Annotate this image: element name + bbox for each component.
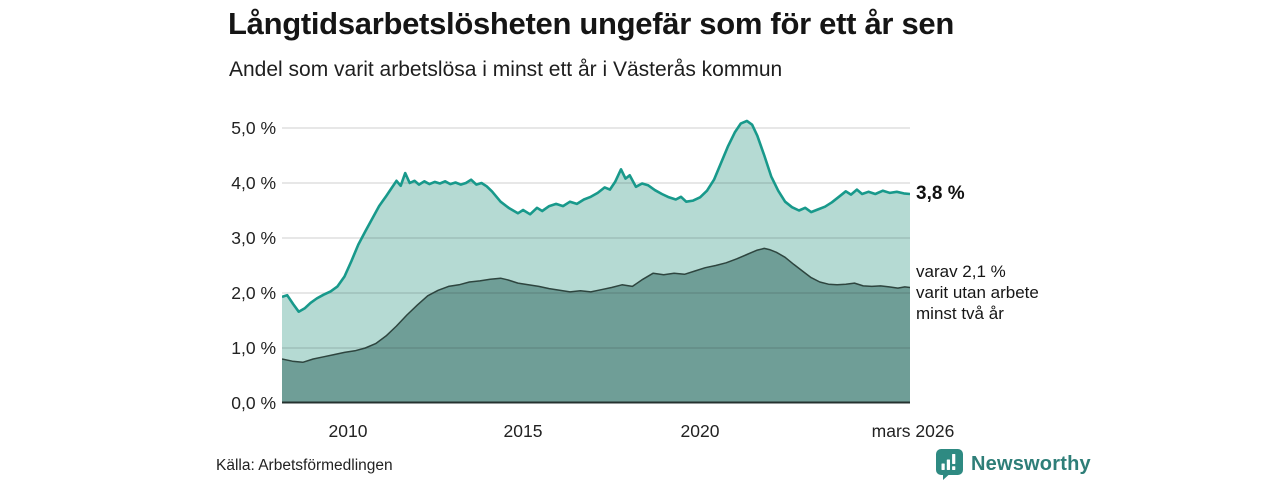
y-tick-label: 0,0 % [231, 393, 276, 413]
source-caption: Källa: Arbetsförmedlingen [216, 457, 393, 474]
page-title: Långtidsarbetslösheten ungefär som för e… [228, 6, 955, 41]
newsworthy-wordmark: Newsworthy [971, 453, 1091, 475]
y-tick-label: 4,0 % [231, 173, 276, 193]
subset-annotation: varav 2,1 % varit utan arbete minst två … [916, 261, 1039, 324]
x-tick-label: 2020 [680, 421, 720, 441]
y-tick-label: 1,0 % [231, 338, 276, 358]
plot-area [282, 105, 910, 405]
y-tick-label: 2,0 % [231, 283, 276, 303]
subset-annotation-line: varit utan arbete [916, 283, 1039, 302]
subset-annotation-line: varav 2,1 % [916, 262, 1006, 281]
y-tick-label: 5,0 % [231, 118, 276, 138]
x-tick-label: mars 2026 [871, 421, 955, 441]
newsworthy-brand: Newsworthy [936, 449, 1091, 480]
subset-line [282, 247, 910, 364]
x-tick-label: 2015 [503, 421, 543, 441]
subset-area-fill [282, 248, 910, 403]
newsworthy-logo-icon [936, 449, 963, 480]
latest-total-value-label: 3,8 % [916, 183, 965, 204]
area-chart-svg [282, 119, 910, 404]
chart-subtitle: Andel som varit arbetslösa i minst ett å… [229, 58, 783, 81]
subset-annotation-line: minst två år [916, 304, 1004, 323]
y-tick-label: 3,0 % [231, 228, 276, 248]
total-line [282, 119, 910, 313]
x-tick-label: 2010 [328, 421, 368, 441]
